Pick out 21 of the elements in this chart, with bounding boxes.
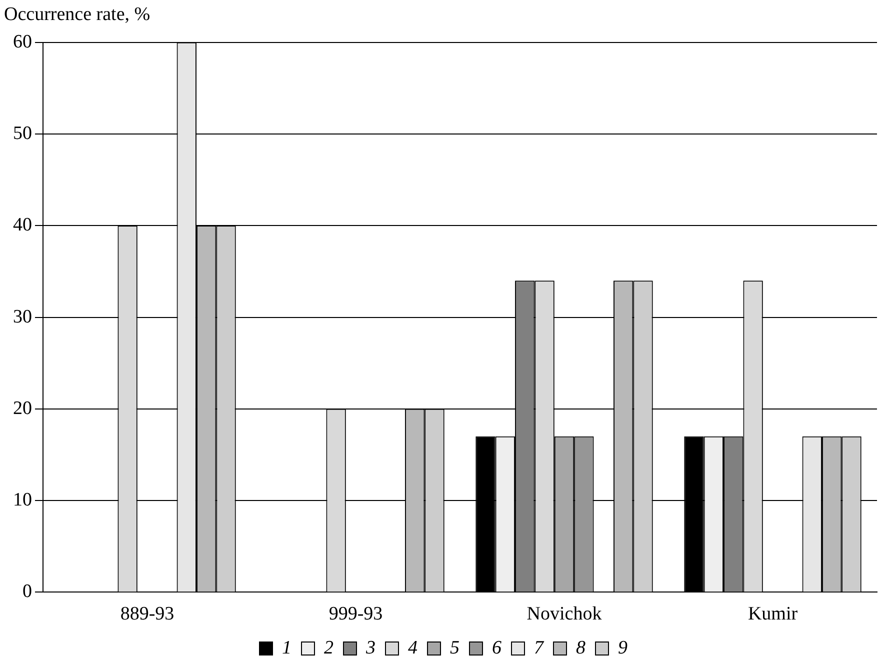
- legend-label: 5: [450, 638, 460, 658]
- legend-label: 4: [408, 638, 418, 658]
- y-tick-label: 10: [13, 490, 32, 511]
- y-tick-label: 30: [13, 306, 32, 328]
- legend-label: 6: [492, 638, 502, 658]
- legend-label: 3: [365, 638, 376, 658]
- legend-label: 2: [324, 638, 334, 658]
- x-tick-label: 889-93: [120, 604, 174, 625]
- legend-label: 7: [534, 638, 545, 658]
- legend-label: 1: [282, 638, 292, 658]
- y-tick-label: 50: [13, 123, 32, 144]
- legend-label: 9: [618, 638, 628, 658]
- x-tick-label: Kumir: [748, 604, 798, 625]
- y-tick-label: 60: [13, 31, 32, 52]
- y-tick-label: 20: [13, 398, 32, 419]
- y-axis-title: Occurrence rate, %: [4, 4, 150, 26]
- legend-label: 8: [576, 638, 586, 658]
- y-tick-label: 0: [22, 581, 32, 602]
- x-tick-label: 999-93: [328, 604, 383, 625]
- y-tick-label: 40: [13, 214, 32, 236]
- x-tick-label: Novichok: [526, 604, 602, 625]
